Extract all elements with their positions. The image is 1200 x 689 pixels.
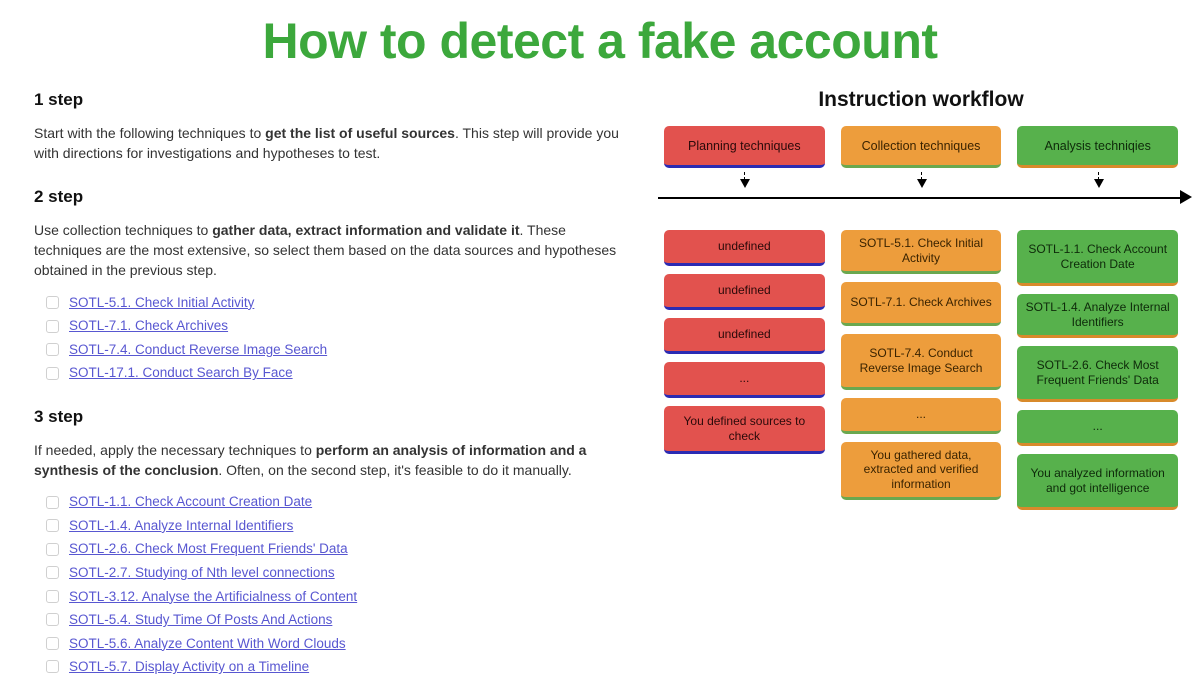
list-item: SOTL-1.4. Analyze Internal Identifiers: [46, 516, 634, 536]
step2-text-before: Use collection techniques to: [34, 222, 212, 238]
list-item: SOTL-5.1. Check Initial Activity: [46, 293, 634, 313]
technique-link[interactable]: SOTL-2.7. Studying of Nth level connecti…: [69, 563, 335, 583]
workflow-cell: SOTL-7.1. Check Archives: [841, 282, 1002, 326]
steps-panel: 1 step Start with the following techniqu…: [34, 88, 634, 681]
checkbox-icon[interactable]: [46, 320, 59, 333]
checkbox-icon[interactable]: [46, 543, 59, 556]
step3-text-before: If needed, apply the necessary technique…: [34, 442, 316, 458]
technique-link[interactable]: SOTL-1.4. Analyze Internal Identifiers: [69, 516, 293, 536]
step3-body: If needed, apply the necessary technique…: [34, 440, 634, 481]
workflow-stack-collection: SOTL-5.1. Check Initial Activity SOTL-7.…: [841, 230, 1002, 510]
col-header-analysis: Analysis techniqies: [1017, 126, 1178, 168]
list-item: SOTL-1.1. Check Account Creation Date: [46, 492, 634, 512]
content-row: 1 step Start with the following techniqu…: [0, 88, 1200, 681]
technique-link[interactable]: SOTL-1.1. Check Account Creation Date: [69, 492, 312, 512]
page-title: How to detect a fake account: [0, 0, 1200, 88]
checkbox-icon[interactable]: [46, 566, 59, 579]
step2-link-list: SOTL-5.1. Check Initial Activity SOTL-7.…: [46, 293, 634, 383]
step1-heading: 1 step: [34, 88, 634, 113]
workflow-cell: undefined: [664, 230, 825, 266]
workflow-cell: ...: [841, 398, 1002, 434]
step1-body: Start with the following techniques to g…: [34, 123, 634, 164]
step2-text-bold: gather data, extract information and val…: [212, 222, 519, 238]
checkbox-icon[interactable]: [46, 343, 59, 356]
technique-link[interactable]: SOTL-5.1. Check Initial Activity: [69, 293, 254, 313]
list-item: SOTL-7.1. Check Archives: [46, 316, 634, 336]
workflow-cell: ...: [664, 362, 825, 398]
workflow-cell-summary: You defined sources to check: [664, 406, 825, 454]
workflow-title: Instruction workflow: [664, 88, 1178, 112]
technique-link[interactable]: SOTL-5.4. Study Time Of Posts And Action…: [69, 610, 332, 630]
workflow-stack-analysis: SOTL-1.1. Check Account Creation Date SO…: [1017, 230, 1178, 510]
step3-text-after: . Often, on the second step, it's feasib…: [218, 462, 571, 478]
checkbox-icon[interactable]: [46, 590, 59, 603]
list-item: SOTL-5.4. Study Time Of Posts And Action…: [46, 610, 634, 630]
workflow-cell: undefined: [664, 274, 825, 310]
step3-link-list: SOTL-1.1. Check Account Creation Date SO…: [46, 492, 634, 677]
checkbox-icon[interactable]: [46, 367, 59, 380]
list-item: SOTL-2.7. Studying of Nth level connecti…: [46, 563, 634, 583]
workflow-cell: SOTL-7.4. Conduct Reverse Image Search: [841, 334, 1002, 390]
workflow-cell: SOTL-5.1. Check Initial Activity: [841, 230, 1002, 274]
technique-link[interactable]: SOTL-2.6. Check Most Frequent Friends' D…: [69, 539, 348, 559]
list-item: SOTL-3.12. Analyse the Artificialness of…: [46, 587, 634, 607]
workflow-stack-planning: undefined undefined undefined ... You de…: [664, 230, 825, 510]
workflow-cell: SOTL-1.4. Analyze Internal Identifiers: [1017, 294, 1178, 338]
list-item: SOTL-17.1. Conduct Search By Face: [46, 363, 634, 383]
workflow-cell: SOTL-2.6. Check Most Frequent Friends' D…: [1017, 346, 1178, 402]
workflow-cell: SOTL-1.1. Check Account Creation Date: [1017, 230, 1178, 286]
checkbox-icon[interactable]: [46, 660, 59, 673]
technique-link[interactable]: SOTL-7.1. Check Archives: [69, 316, 228, 336]
technique-link[interactable]: SOTL-17.1. Conduct Search By Face: [69, 363, 293, 383]
checkbox-icon[interactable]: [46, 637, 59, 650]
workflow-cell-summary: You analyzed information and got intelli…: [1017, 454, 1178, 510]
workflow-cells-row: undefined undefined undefined ... You de…: [664, 230, 1178, 510]
checkbox-icon[interactable]: [46, 296, 59, 309]
step1-text-bold: get the list of useful sources: [265, 125, 455, 141]
step1-text-before: Start with the following techniques to: [34, 125, 265, 141]
timeline-arrow-icon: [664, 174, 1178, 220]
col-header-planning: Planning techniques: [664, 126, 825, 168]
step2-heading: 2 step: [34, 185, 634, 210]
workflow-col-analysis: Analysis techniqies: [1017, 126, 1178, 168]
step3-heading: 3 step: [34, 405, 634, 430]
workflow-cell-summary: You gathered data, extracted and verifie…: [841, 442, 1002, 500]
list-item: SOTL-2.6. Check Most Frequent Friends' D…: [46, 539, 634, 559]
technique-link[interactable]: SOTL-5.6. Analyze Content With Word Clou…: [69, 634, 346, 654]
technique-link[interactable]: SOTL-5.7. Display Activity on a Timeline: [69, 657, 309, 677]
checkbox-icon[interactable]: [46, 519, 59, 532]
col-header-collection: Collection techniques: [841, 126, 1002, 168]
technique-link[interactable]: SOTL-3.12. Analyse the Artificialness of…: [69, 587, 357, 607]
workflow-columns: Planning techniques Collection technique…: [664, 126, 1178, 168]
workflow-panel: Instruction workflow Planning techniques…: [664, 88, 1178, 681]
workflow-cell: undefined: [664, 318, 825, 354]
checkbox-icon[interactable]: [46, 496, 59, 509]
checkbox-icon[interactable]: [46, 613, 59, 626]
workflow-col-collection: Collection techniques: [841, 126, 1002, 168]
step2-body: Use collection techniques to gather data…: [34, 220, 634, 281]
workflow-col-planning: Planning techniques: [664, 126, 825, 168]
workflow-cell: ...: [1017, 410, 1178, 446]
technique-link[interactable]: SOTL-7.4. Conduct Reverse Image Search: [69, 340, 327, 360]
list-item: SOTL-5.7. Display Activity on a Timeline: [46, 657, 634, 677]
list-item: SOTL-7.4. Conduct Reverse Image Search: [46, 340, 634, 360]
list-item: SOTL-5.6. Analyze Content With Word Clou…: [46, 634, 634, 654]
